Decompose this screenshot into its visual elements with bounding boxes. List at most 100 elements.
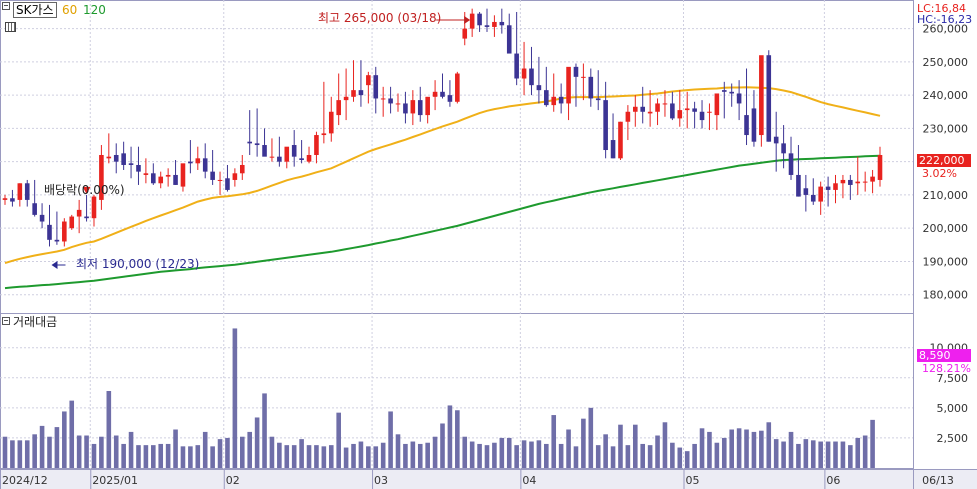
- moving-average-layer: [4, 86, 881, 290]
- table-view-icon[interactable]: [5, 22, 16, 32]
- volume-bar: [595, 445, 601, 468]
- candle-body: [306, 155, 312, 162]
- candle: [99, 145, 104, 210]
- candle: [655, 98, 660, 126]
- volume-bar: [521, 440, 527, 468]
- volume-bar: [91, 443, 97, 468]
- candle: [640, 86, 646, 124]
- candle: [91, 194, 97, 227]
- volume-panel-title: 거래대금: [13, 315, 58, 329]
- candle: [106, 133, 112, 164]
- annotation-layer: [51, 16, 471, 269]
- candle-body: [321, 133, 327, 136]
- volume-bar-layer: [2, 328, 875, 468]
- candle-body: [529, 68, 534, 86]
- volume-bar: [106, 391, 112, 468]
- price-tick-label: 260,000: [923, 23, 969, 36]
- candle-body: [54, 239, 60, 242]
- price-tick-label: 250,000: [923, 56, 969, 69]
- volume-bar: [536, 440, 542, 468]
- candle: [632, 95, 638, 127]
- volume-bar: [788, 431, 794, 468]
- candle: [388, 86, 393, 114]
- candle-body: [536, 85, 542, 91]
- candle-body: [610, 140, 616, 159]
- candle-body: [247, 141, 253, 144]
- candle-body: [558, 96, 564, 104]
- stock-name-label[interactable]: SK가스: [13, 2, 57, 18]
- candle: [877, 146, 883, 187]
- volume-bar: [781, 441, 786, 468]
- volume-bar: [462, 436, 468, 468]
- volume-bar: [195, 445, 201, 468]
- candle: [647, 90, 653, 127]
- candle-body: [99, 155, 104, 200]
- x-tick-label: 2024/12: [2, 474, 48, 487]
- candle: [870, 169, 875, 194]
- volume-bar: [810, 440, 816, 468]
- volume-bar: [343, 447, 349, 468]
- volume-bar: [558, 443, 564, 468]
- volume-bar: [551, 415, 557, 468]
- candle: [121, 141, 126, 170]
- candle: [529, 46, 534, 96]
- ma60-legend: 60: [62, 3, 78, 17]
- candle: [343, 68, 349, 121]
- price-change-label: 3.02%: [922, 167, 957, 180]
- volume-bar: [403, 443, 408, 468]
- candle-body: [17, 183, 23, 200]
- candle-body: [462, 28, 468, 39]
- x-tick-label: 02: [226, 474, 240, 487]
- volume-bar: [588, 407, 594, 468]
- candle-body: [380, 98, 386, 100]
- volume-bar: [158, 443, 164, 468]
- candle: [699, 100, 705, 129]
- candle: [773, 111, 779, 172]
- candle: [781, 125, 786, 169]
- volume-bar: [862, 435, 868, 468]
- volume-bar: [721, 437, 727, 468]
- candle: [113, 143, 119, 174]
- candle: [588, 68, 594, 107]
- candle: [499, 8, 505, 34]
- candle-body: [217, 179, 223, 181]
- candle-body: [588, 76, 594, 99]
- volume-bar: [432, 436, 438, 468]
- candle: [10, 189, 15, 207]
- high-arrow-head: [464, 16, 471, 24]
- candle: [603, 81, 608, 159]
- volume-bar: [825, 441, 831, 468]
- candle: [610, 113, 616, 159]
- candle: [721, 81, 727, 119]
- candle-body: [403, 103, 408, 114]
- candle-body: [432, 91, 438, 97]
- volume-panel-menu-icon[interactable]: [2, 317, 10, 325]
- candle-body: [684, 108, 690, 111]
- high-annotation: 최고 265,000 (03/18): [318, 11, 442, 25]
- candle-body: [417, 100, 423, 116]
- candle: [581, 63, 586, 101]
- volume-bar: [47, 436, 52, 468]
- volume-bar: [670, 442, 675, 468]
- volume-bar: [284, 445, 290, 468]
- candle-body: [106, 156, 112, 159]
- axis-label-layer: 180,000190,000200,000210,000220,000230,0…: [0, 23, 969, 489]
- candle: [165, 168, 171, 187]
- candle: [151, 163, 156, 185]
- candle: [425, 96, 430, 124]
- candle: [677, 90, 683, 127]
- candle: [692, 101, 697, 129]
- candle: [825, 176, 831, 207]
- candle: [403, 91, 408, 124]
- price-tick-label: 180,000: [923, 289, 969, 302]
- panel-menu-icon[interactable]: [2, 2, 10, 10]
- candle-body: [76, 209, 82, 217]
- candle: [848, 174, 853, 200]
- volume-bar: [62, 411, 67, 468]
- candle-body: [544, 90, 549, 106]
- volume-bar: [10, 440, 15, 468]
- candle-body: [781, 143, 786, 154]
- volume-bar: [729, 429, 734, 468]
- volume-bar: [262, 393, 267, 468]
- candle-body: [202, 158, 208, 172]
